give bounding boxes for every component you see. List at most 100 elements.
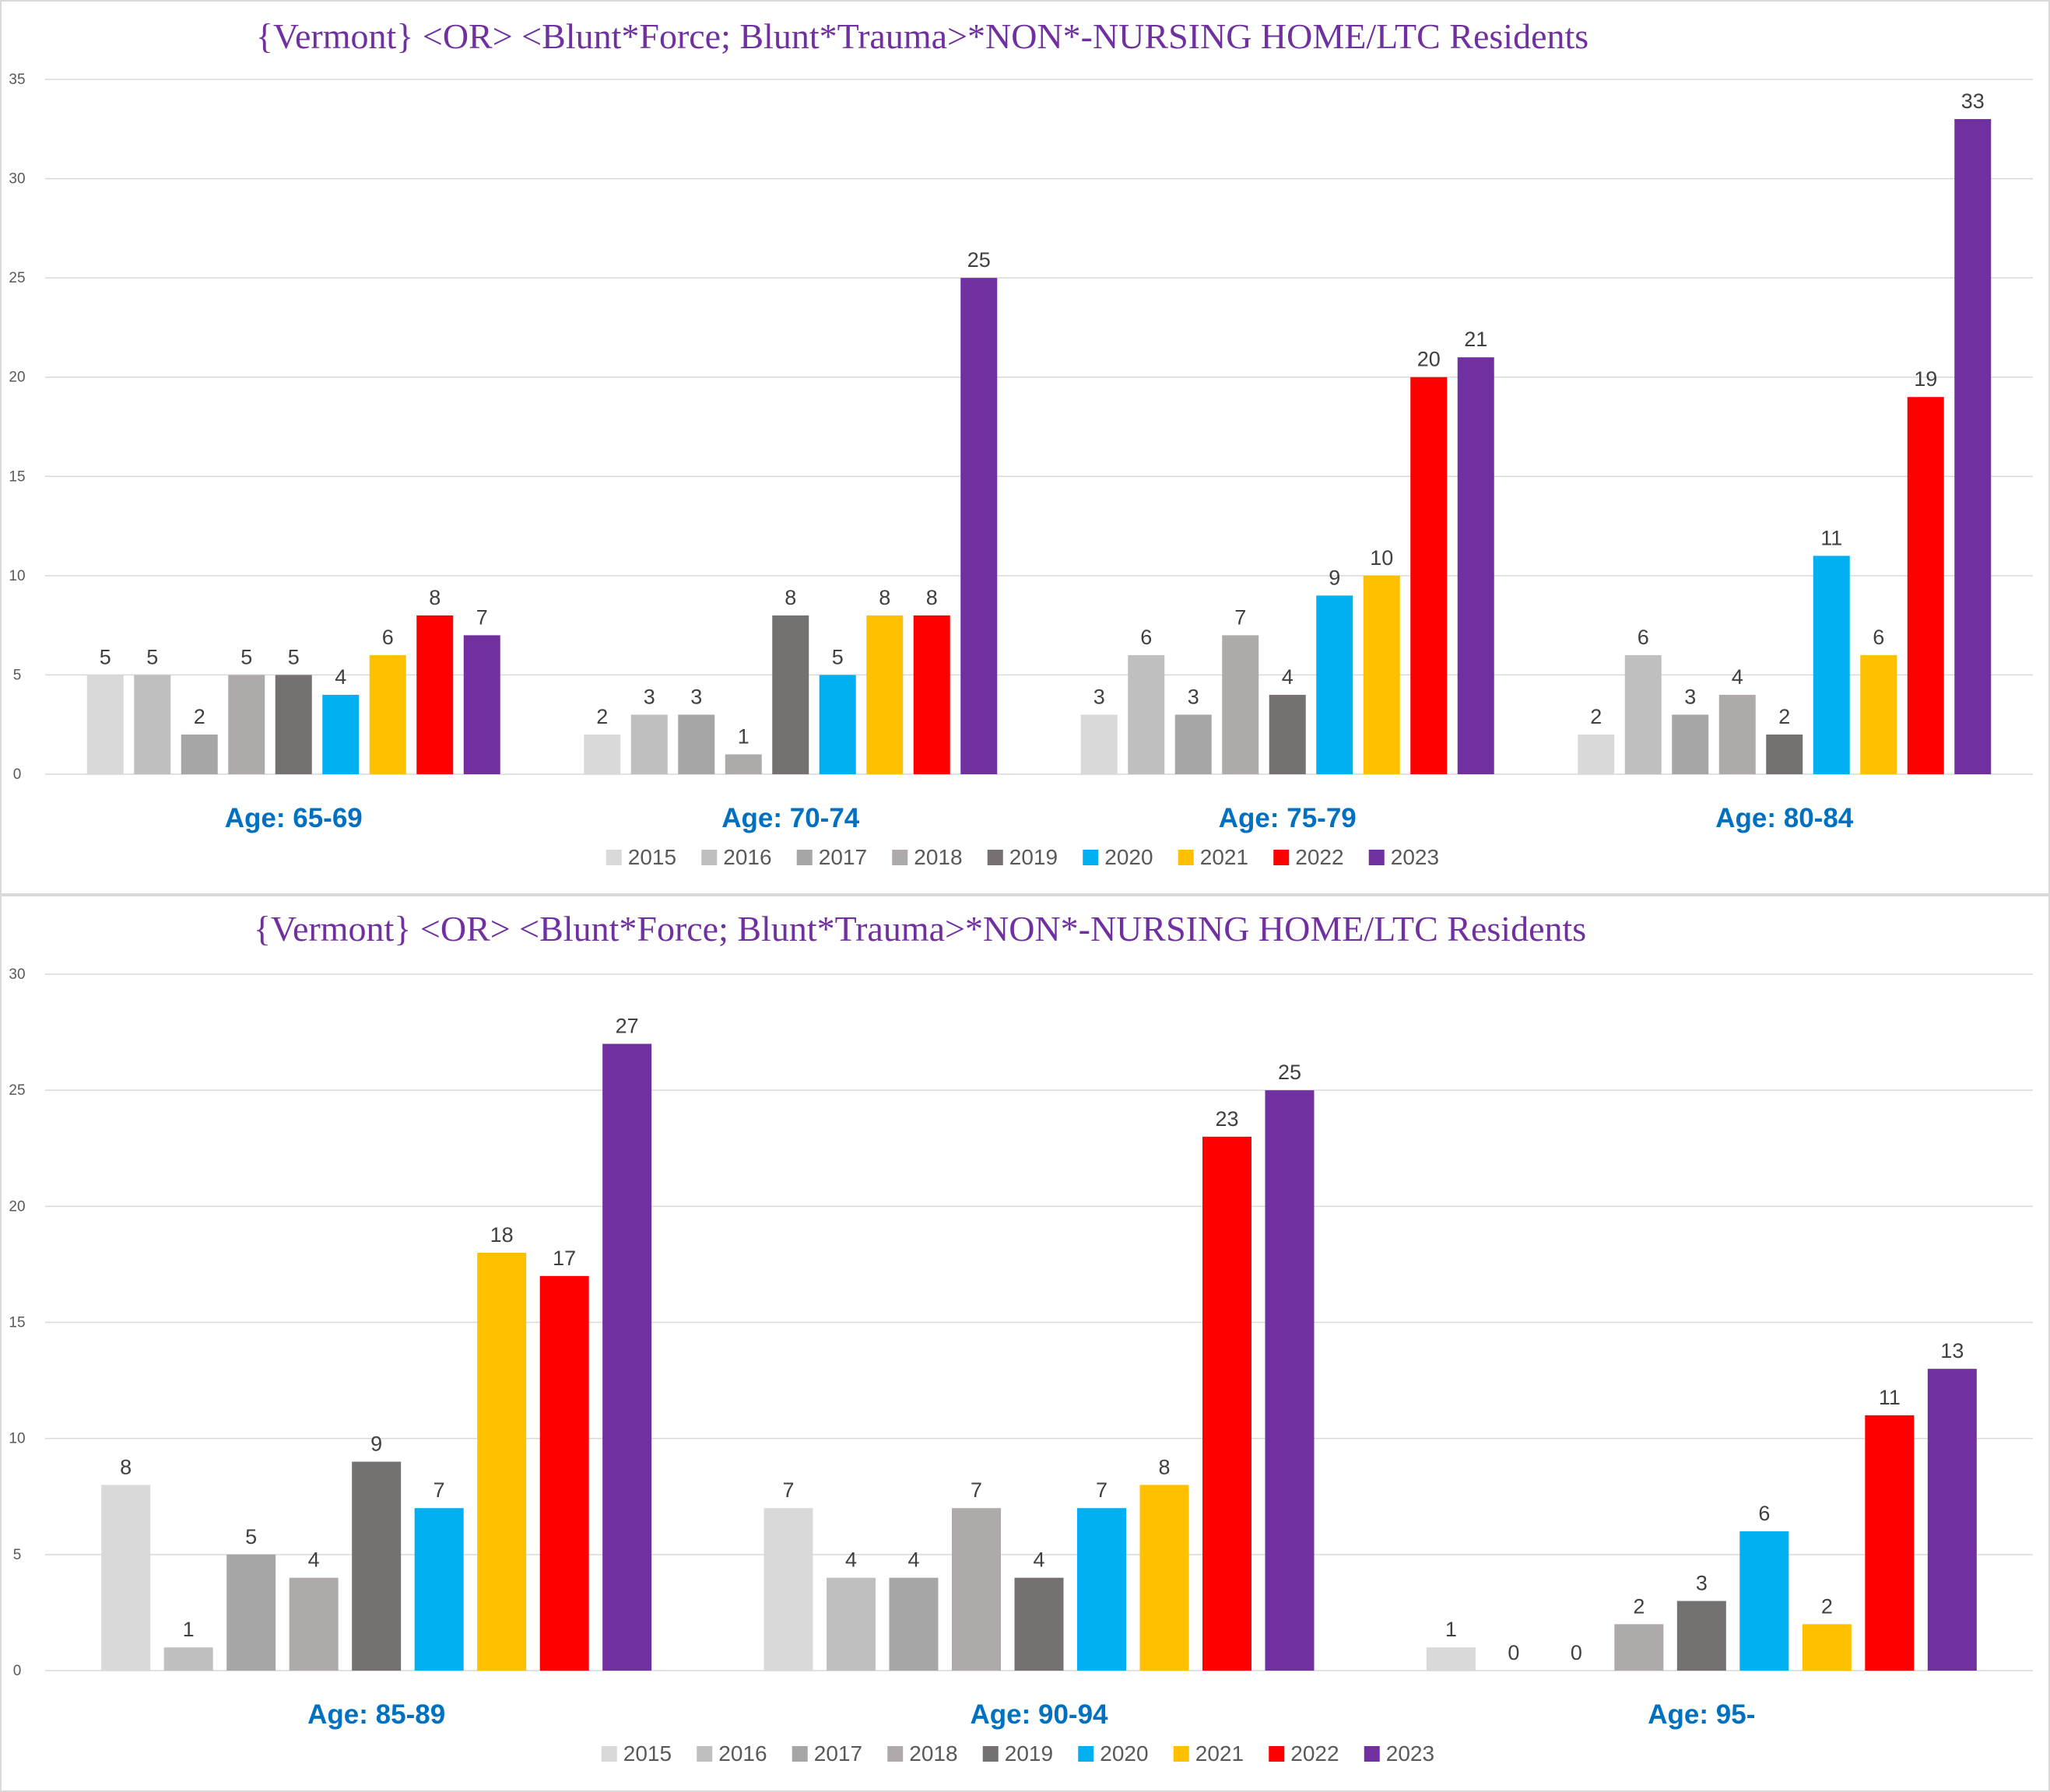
data-label: 0	[1508, 1641, 1519, 1664]
y-tick-label: 30	[9, 171, 25, 188]
y-tick-label: 15	[9, 1315, 25, 1331]
bar-2022-1	[416, 615, 454, 774]
bar-2016-2	[827, 1577, 876, 1671]
category-label: Age: 80-84	[1715, 803, 1854, 833]
bar-2016-3	[1128, 654, 1165, 774]
legend-swatch	[1368, 850, 1385, 865]
data-label: 7	[434, 1478, 445, 1502]
data-label: 8	[785, 586, 796, 609]
legend-label: 2016	[718, 1741, 767, 1766]
bar-2021-2	[1139, 1485, 1189, 1671]
data-label: 11	[1820, 526, 1842, 549]
data-label: 1	[183, 1618, 195, 1641]
category-labels: Age: 65-69 Age: 70-74 Age: 75-79 Age: 80-84	[225, 803, 1854, 833]
legend-label: 2020	[1104, 845, 1153, 869]
legend-swatch	[982, 1746, 999, 1762]
data-label: 20	[1417, 348, 1441, 371]
bar-2015-3	[1080, 714, 1118, 774]
bar-2016-1	[134, 675, 171, 774]
bar-2018-1	[228, 675, 265, 774]
legend-swatch	[1173, 1746, 1189, 1762]
data-label: 3	[1188, 685, 1199, 708]
bar-2018-3	[1222, 635, 1259, 774]
legend-label: 2019	[1009, 845, 1058, 869]
y-tick-label: 20	[9, 1198, 25, 1215]
data-label: 5	[832, 645, 844, 668]
data-label: 5	[100, 645, 111, 668]
bar-2023-1	[602, 1043, 652, 1671]
data-label: 10	[1370, 546, 1393, 570]
legend-label: 2020	[1100, 1741, 1148, 1766]
data-label: 5	[240, 645, 252, 668]
legend-swatch	[1269, 1746, 1285, 1762]
legend-label: 2018	[909, 1741, 957, 1766]
data-label: 6	[1758, 1502, 1770, 1525]
data-label: 6	[382, 626, 394, 649]
category-label: Age: 70-74	[721, 803, 860, 833]
data-label: 3	[1684, 685, 1696, 708]
data-label: 2	[194, 705, 205, 728]
y-tick-label: 5	[13, 667, 22, 683]
bar-2015-1	[101, 1485, 151, 1671]
bar-2022-4	[1907, 397, 1944, 774]
legend-label: 2022	[1295, 845, 1343, 869]
bar-2017-2	[889, 1577, 939, 1671]
data-label: 4	[1732, 665, 1743, 689]
y-tick-labels: 0 5 10 15 20 25 30 35	[9, 72, 25, 783]
legend-label: 2015	[623, 1741, 672, 1766]
data-label: 8	[120, 1455, 132, 1478]
data-label: 8	[879, 586, 890, 609]
bar-2018-3	[1614, 1624, 1664, 1671]
legend-swatch	[1083, 850, 1099, 865]
category-label: Age: 75-79	[1219, 803, 1357, 833]
data-label: 6	[1140, 626, 1152, 649]
bar-2018-1	[289, 1577, 339, 1671]
data-label: 7	[476, 605, 488, 629]
data-label: 8	[429, 586, 441, 609]
chart-title: {Vermont} <OR> <Blunt*Force; Blunt*Traum…	[254, 909, 1586, 949]
bar-2020-3	[1739, 1531, 1789, 1671]
bar-chart-top: {Vermont} <OR> <Blunt*Force; Blunt*Traum…	[9, 16, 2033, 869]
bar-2019-1	[275, 675, 312, 774]
legend-label: 2016	[723, 845, 771, 869]
legend-swatch	[796, 850, 813, 865]
bar-2021-3	[1802, 1624, 1852, 1671]
y-tick-label: 0	[13, 766, 22, 783]
data-label: 23	[1215, 1107, 1238, 1131]
legend-swatch	[1178, 850, 1194, 865]
data-label: 4	[1282, 665, 1294, 689]
data-label: 11	[1879, 1386, 1901, 1409]
data-label: 5	[288, 645, 300, 668]
bar-2018-4	[1718, 694, 1756, 774]
data-label: 4	[308, 1548, 320, 1572]
legend: 2015 2016 2017 2018 2019 2020 2021 2022 2023	[606, 845, 1439, 869]
bar-2022-2	[913, 615, 950, 774]
bar-2022-2	[1202, 1136, 1251, 1671]
data-label: 7	[1234, 605, 1246, 629]
bar-2015-2	[763, 1508, 813, 1671]
data-label: 2	[1821, 1594, 1833, 1618]
bar-2020-2	[1077, 1508, 1126, 1671]
data-label: 2	[1633, 1594, 1645, 1618]
data-label: 5	[146, 645, 158, 668]
bar-2020-3	[1316, 595, 1353, 774]
legend-swatch	[892, 850, 908, 865]
data-label: 8	[926, 586, 938, 609]
bar-2023-1	[463, 635, 500, 774]
bar-2021-1	[369, 654, 406, 774]
y-tick-label: 15	[9, 468, 25, 485]
legend-label: 2021	[1195, 1741, 1244, 1766]
legend-swatch	[1078, 1746, 1094, 1762]
chart-panel-top: {Vermont} <OR> <Blunt*Force; Blunt*Traum…	[0, 0, 2050, 895]
bar-2016-4	[1624, 654, 1662, 774]
bars	[86, 119, 1992, 775]
bar-2018-2	[725, 754, 762, 774]
bar-chart-bottom: {Vermont} <OR> <Blunt*Force; Blunt*Traum…	[9, 909, 2033, 1766]
data-label: 4	[907, 1548, 919, 1572]
data-label: 2	[596, 705, 608, 728]
bar-2021-4	[1860, 654, 1897, 774]
bar-2017-2	[678, 714, 715, 774]
data-label: 8	[1158, 1455, 1170, 1478]
data-label: 6	[1873, 626, 1884, 649]
